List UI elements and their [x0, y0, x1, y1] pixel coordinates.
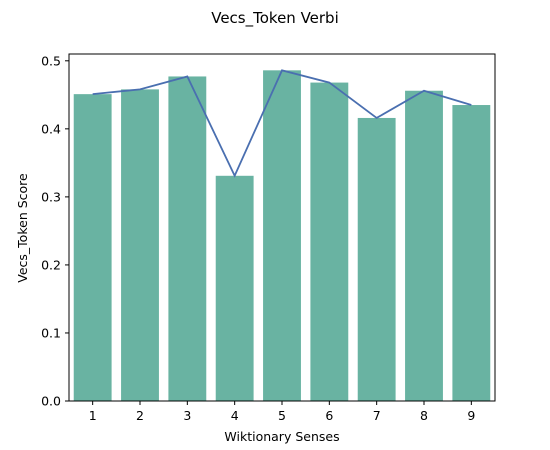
line-layer: [92, 69, 472, 178]
bar-2: [121, 89, 159, 401]
y-axis-label: Vecs_Token Score: [15, 173, 30, 283]
bar-6: [310, 82, 349, 401]
bar-8: [405, 90, 443, 401]
y-tick-label: 0.3: [41, 189, 61, 204]
bar-5: [263, 70, 301, 402]
bar-7: [357, 117, 396, 402]
x-axis-label: Wiktionary Senses: [224, 429, 339, 444]
y-tick-label: 0.4: [41, 121, 61, 136]
chart-title: Vecs_Token Verbi: [211, 9, 339, 28]
y-tick-label: 0.1: [41, 325, 61, 340]
x-axis: 1 2 3 4 5 6 7 8 9: [89, 401, 475, 423]
series-line: [92, 69, 472, 178]
x-tick-label: 5: [278, 408, 286, 423]
bar-4: [215, 175, 254, 401]
x-tick-label: 8: [420, 408, 428, 423]
x-tick-label: 6: [325, 408, 333, 423]
bar-3: [168, 76, 207, 401]
bars-group: [73, 70, 491, 402]
y-axis: 0.0 0.1 0.2 0.3 0.4 0.5: [41, 53, 69, 409]
x-tick-label: 9: [467, 408, 475, 423]
bar-9: [452, 105, 491, 401]
y-tick-label: 0.5: [41, 53, 61, 68]
bar-1: [73, 94, 112, 402]
x-tick-label: 2: [136, 408, 144, 423]
x-tick-label: 7: [373, 408, 381, 423]
x-tick-label: 4: [231, 408, 239, 423]
y-tick-label: 0.0: [41, 394, 61, 409]
y-tick-label: 0.2: [41, 257, 61, 272]
x-tick-label: 3: [183, 408, 191, 423]
x-tick-label: 1: [89, 408, 97, 423]
